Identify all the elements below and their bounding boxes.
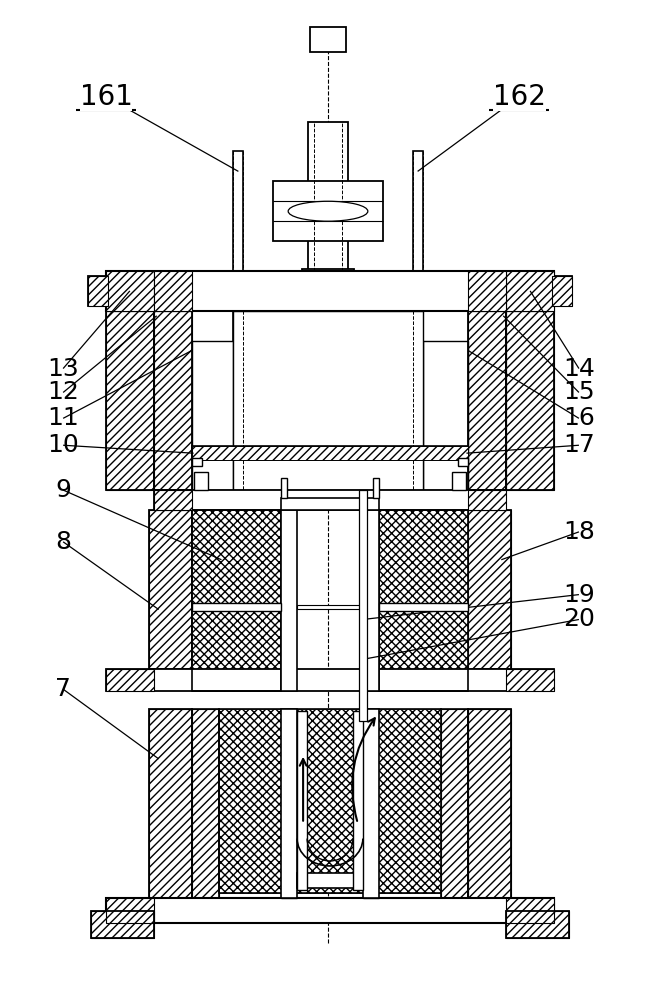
Bar	[148, 709, 192, 898]
Bar	[468, 709, 511, 898]
Bar	[302, 269, 354, 281]
Bar	[273, 181, 383, 241]
Bar	[148, 510, 192, 669]
Bar	[281, 478, 287, 498]
Bar	[281, 709, 297, 898]
Bar	[192, 341, 233, 490]
Bar	[88, 276, 108, 306]
Text: 15: 15	[563, 380, 595, 404]
Bar	[507, 898, 554, 923]
Text: 11: 11	[47, 406, 79, 430]
Bar	[308, 122, 348, 271]
Bar	[106, 669, 154, 691]
Bar	[373, 478, 379, 498]
Bar	[233, 151, 243, 510]
Bar	[154, 311, 192, 490]
Bar	[233, 311, 422, 490]
Bar	[468, 510, 511, 669]
Text: 161: 161	[79, 83, 132, 111]
Text: 10: 10	[47, 433, 79, 457]
Bar	[507, 311, 554, 490]
Bar	[468, 510, 511, 669]
Text: 19: 19	[563, 583, 595, 607]
Bar	[363, 510, 379, 691]
Bar	[468, 311, 507, 490]
Bar	[91, 911, 154, 938]
Bar	[353, 711, 363, 890]
Bar	[91, 911, 154, 938]
Bar	[413, 151, 422, 510]
Bar	[453, 472, 466, 490]
Bar	[106, 271, 554, 311]
Bar	[106, 898, 154, 923]
Bar	[468, 271, 507, 311]
Bar	[359, 490, 367, 721]
Bar	[379, 603, 468, 611]
Text: 162: 162	[493, 83, 545, 111]
Text: 20: 20	[563, 607, 595, 631]
Text: 16: 16	[563, 406, 595, 430]
Text: 18: 18	[563, 520, 595, 544]
Bar	[507, 911, 569, 938]
Bar	[192, 458, 202, 466]
Bar	[219, 709, 441, 893]
Bar	[310, 27, 346, 52]
Bar	[468, 490, 507, 510]
Text: 9: 9	[55, 478, 71, 502]
Bar	[154, 490, 507, 510]
Bar	[297, 711, 307, 890]
Bar	[148, 510, 192, 669]
Bar	[363, 709, 379, 898]
Bar	[192, 709, 219, 898]
Text: 161: 161	[79, 83, 132, 111]
Text: 8: 8	[55, 530, 71, 554]
Bar	[192, 709, 219, 898]
Bar	[192, 446, 468, 460]
Text: 17: 17	[563, 433, 595, 457]
Bar	[507, 271, 554, 311]
Bar	[507, 669, 554, 691]
Bar	[552, 276, 572, 306]
Bar	[552, 276, 572, 306]
Text: 14: 14	[563, 357, 595, 381]
Bar	[192, 510, 281, 691]
Bar	[379, 510, 468, 691]
Bar	[154, 490, 192, 510]
Bar	[379, 510, 468, 691]
Text: 13: 13	[47, 357, 79, 381]
Bar	[106, 669, 554, 691]
Bar	[297, 605, 363, 609]
Bar	[468, 709, 511, 898]
Bar	[219, 709, 441, 893]
Bar	[422, 341, 468, 490]
Text: 7: 7	[55, 677, 71, 701]
Bar	[459, 458, 468, 466]
Bar	[468, 311, 507, 490]
Bar	[154, 271, 192, 311]
Bar	[192, 510, 281, 691]
Bar	[106, 271, 154, 311]
Bar	[507, 911, 569, 938]
Bar	[507, 311, 554, 490]
Bar	[106, 311, 154, 490]
Bar	[192, 603, 281, 611]
Bar	[148, 709, 192, 898]
Bar	[154, 311, 192, 490]
Bar	[194, 472, 208, 490]
Text: 162: 162	[493, 83, 545, 111]
Bar	[281, 510, 297, 691]
Bar	[281, 498, 379, 510]
Text: 12: 12	[47, 380, 79, 404]
Bar	[441, 709, 468, 898]
Bar	[106, 898, 554, 923]
Bar	[106, 311, 154, 490]
Bar	[88, 276, 108, 306]
Ellipse shape	[288, 201, 368, 221]
Bar	[297, 873, 363, 888]
Bar	[441, 709, 468, 898]
Bar	[192, 446, 468, 460]
